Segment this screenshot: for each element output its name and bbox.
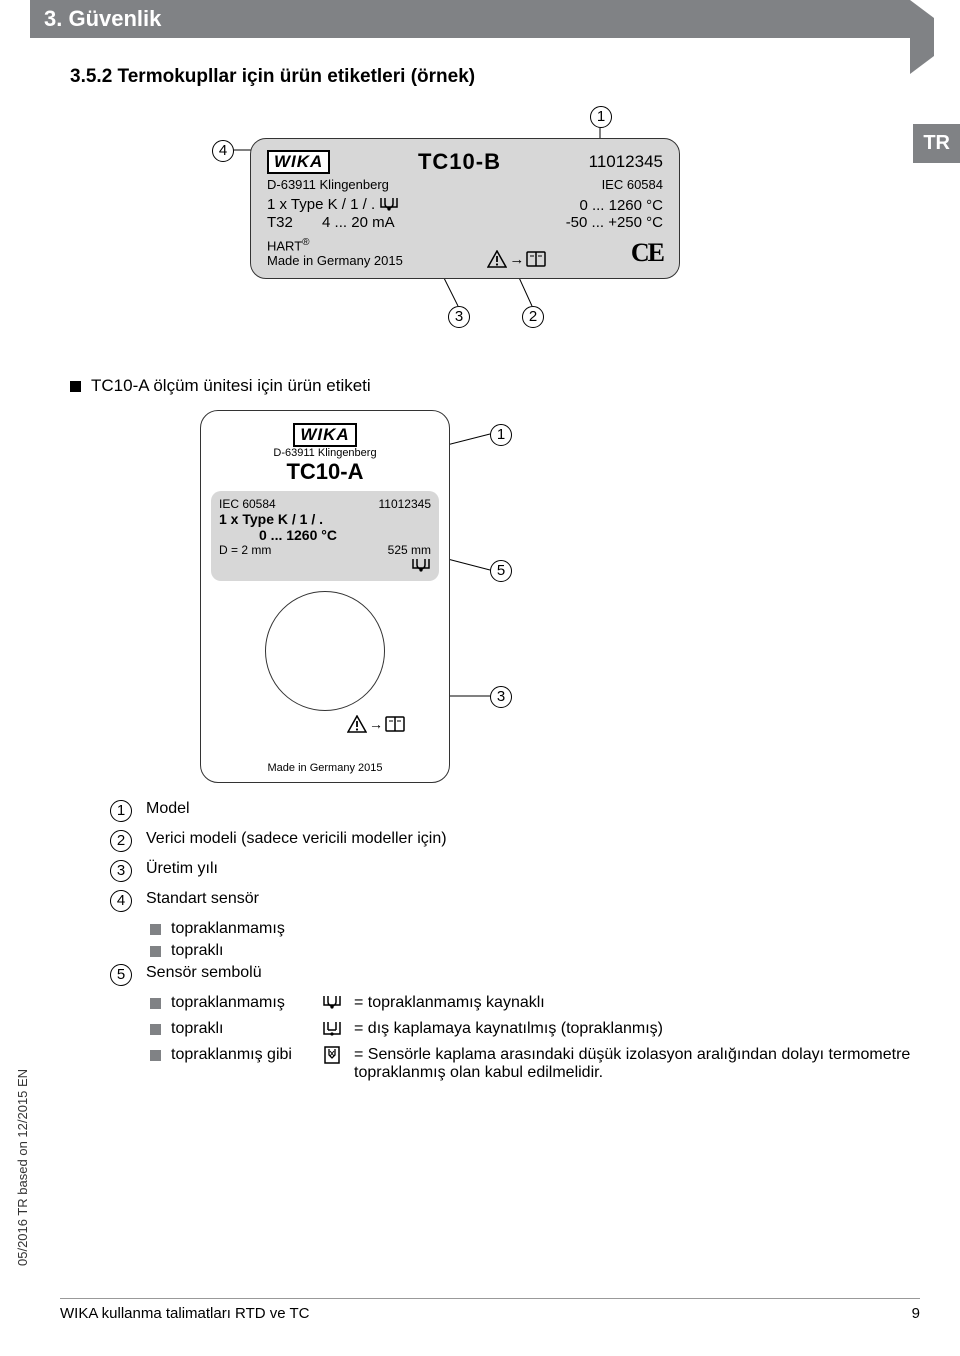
sym3-desc: = Sensörle kaplama arasındaki düşük izol…	[354, 1046, 914, 1082]
label-a-addr: D-63911 Klingenberg	[215, 447, 435, 459]
callout-1b: 1	[490, 424, 512, 446]
legend-n2: 2	[110, 830, 132, 852]
label-b-t32val: 4 ... 20 mA	[322, 214, 395, 231]
label-b-range2: -50 ... +250 °C	[566, 214, 663, 231]
label-b-hart: HART	[267, 238, 302, 253]
callout-5: 5	[490, 560, 512, 582]
label-a-figure: 1 5 3 WIKA D-63911 Klingenberg TC10-A IE…	[200, 410, 600, 770]
callout-3: 3	[448, 306, 470, 328]
label-b-range1: 0 ... 1260 °C	[579, 197, 663, 214]
warn-manual-icon-a: →	[347, 715, 405, 733]
label-a-iec: IEC 60584	[219, 497, 276, 511]
label-a-range: 0 ... 1260 °C	[219, 527, 431, 543]
footer-left: WIKA kullanma talimatları RTD ve TC	[60, 1305, 310, 1322]
label-a-len: 525 mm	[388, 543, 431, 557]
label-a-model: TC10-A	[215, 459, 435, 485]
callout-4: 4	[212, 140, 234, 162]
section-title: 3. Güvenlik	[44, 6, 161, 31]
wika-logo: WIKA	[267, 150, 330, 174]
label-b-type: 1 x Type K / 1 / .	[267, 196, 375, 213]
label-a-made: Made in Germany 2015	[215, 762, 435, 774]
legend-l4a: topraklanmamış	[171, 920, 285, 938]
sensor-ungrounded-icon	[322, 994, 342, 1012]
legend-l4b: topraklı	[171, 942, 223, 960]
sensor-ungrounded-icon	[411, 557, 431, 575]
callout-1: 1	[590, 106, 612, 128]
label-b-t32: T32	[267, 214, 293, 231]
sensor-hole	[265, 591, 385, 711]
sensor-grounded-icon	[322, 1020, 342, 1038]
page-number: 9	[912, 1305, 920, 1322]
language-badge: TR	[913, 124, 960, 163]
legend-l4: Standart sensör	[146, 890, 259, 908]
callout-3b: 3	[490, 686, 512, 708]
callout-2: 2	[522, 306, 544, 328]
legend-l2: Verici modeli (sadece vericili modeller …	[146, 830, 447, 848]
sensor-ungrounded-icon	[379, 196, 399, 214]
subsection-heading: 3.5.2 Termokupllar için ürün etiketleri …	[70, 66, 960, 88]
product-label-b: WIKA TC10-B 11012345 D-63911 Klingenberg…	[250, 138, 680, 279]
sym2-desc: = dış kaplamaya kaynatılmış (topraklanmı…	[354, 1020, 914, 1038]
sym2-lbl: topraklı	[171, 1020, 223, 1038]
label-b-made: Made in Germany 2015	[267, 253, 403, 268]
sym1-desc: = topraklanmamış kaynaklı	[354, 994, 914, 1012]
wika-logo-a: WIKA	[293, 423, 356, 447]
label-b-figure: 1 4 3 2 WIKA TC10-B 11012345 D-63911 Kli…	[200, 106, 760, 336]
legend-n5: 5	[110, 964, 132, 986]
label-b-iec: IEC 60584	[602, 177, 663, 192]
legend-n1: 1	[110, 800, 132, 822]
ce-mark: CE	[631, 238, 663, 268]
warn-manual-icon: →	[487, 250, 546, 268]
sym1-lbl: topraklanmamış	[171, 994, 285, 1012]
page-footer: WIKA kullanma talimatları RTD ve TC 9	[60, 1298, 920, 1322]
sym3-lbl: topraklanmış gibi	[171, 1046, 292, 1064]
heading-a-text: TC10-A ölçüm ünitesi için ürün etiketi	[91, 376, 371, 395]
heading-label-a: TC10-A ölçüm ünitesi için ürün etiketi	[70, 376, 960, 396]
product-label-a: WIKA D-63911 Klingenberg TC10-A IEC 6058…	[200, 410, 450, 783]
legend-l3: Üretim yılı	[146, 860, 218, 878]
legend-n4: 4	[110, 890, 132, 912]
legend-l1: Model	[146, 800, 190, 818]
label-a-type: 1 x Type K / 1 / .	[219, 511, 431, 527]
sensor-quasi-grounded-icon	[322, 1046, 342, 1064]
label-b-serial: 11012345	[589, 152, 663, 172]
section-header: 3. Güvenlik	[30, 0, 910, 38]
label-a-serial: 11012345	[379, 497, 432, 511]
legend: 1 Model 2 Verici modeli (sadece vericili m…	[110, 800, 960, 1082]
label-a-d: D = 2 mm	[219, 543, 271, 557]
label-b-model: TC10-B	[418, 149, 501, 175]
label-b-addr: D-63911 Klingenberg	[267, 177, 389, 192]
doc-revision-code: 05/2016 TR based on 12/2015 EN	[15, 1069, 30, 1266]
legend-n3: 3	[110, 860, 132, 882]
legend-l5: Sensör sembolü	[146, 964, 262, 982]
